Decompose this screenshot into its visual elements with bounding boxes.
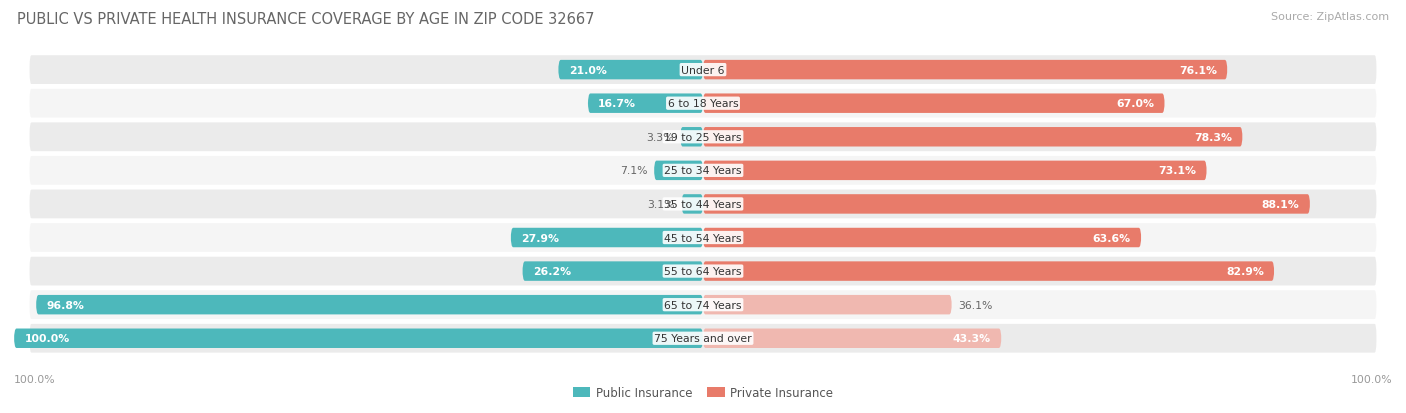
- Text: 35 to 44 Years: 35 to 44 Years: [664, 199, 742, 209]
- FancyBboxPatch shape: [703, 195, 1310, 214]
- Text: 16.7%: 16.7%: [599, 99, 637, 109]
- FancyBboxPatch shape: [28, 323, 1378, 354]
- Text: 75 Years and over: 75 Years and over: [654, 333, 752, 344]
- FancyBboxPatch shape: [14, 329, 703, 348]
- Text: 100.0%: 100.0%: [1350, 374, 1392, 384]
- FancyBboxPatch shape: [558, 61, 703, 80]
- FancyBboxPatch shape: [682, 195, 703, 214]
- FancyBboxPatch shape: [703, 61, 1227, 80]
- Text: 63.6%: 63.6%: [1092, 233, 1130, 243]
- FancyBboxPatch shape: [523, 262, 703, 281]
- FancyBboxPatch shape: [703, 329, 1001, 348]
- FancyBboxPatch shape: [703, 161, 1206, 180]
- FancyBboxPatch shape: [28, 222, 1378, 254]
- Text: 3.3%: 3.3%: [645, 133, 673, 142]
- Text: 26.2%: 26.2%: [533, 266, 571, 276]
- FancyBboxPatch shape: [654, 161, 703, 180]
- FancyBboxPatch shape: [588, 94, 703, 114]
- Text: 82.9%: 82.9%: [1226, 266, 1264, 276]
- FancyBboxPatch shape: [681, 128, 703, 147]
- Text: 100.0%: 100.0%: [14, 374, 56, 384]
- FancyBboxPatch shape: [703, 228, 1142, 248]
- Text: 65 to 74 Years: 65 to 74 Years: [664, 300, 742, 310]
- FancyBboxPatch shape: [703, 262, 1274, 281]
- FancyBboxPatch shape: [703, 128, 1243, 147]
- Text: 88.1%: 88.1%: [1261, 199, 1299, 209]
- Text: 100.0%: 100.0%: [24, 333, 70, 344]
- Text: 7.1%: 7.1%: [620, 166, 647, 176]
- FancyBboxPatch shape: [703, 94, 1164, 114]
- Text: 3.1%: 3.1%: [647, 199, 675, 209]
- Text: 36.1%: 36.1%: [959, 300, 993, 310]
- FancyBboxPatch shape: [28, 155, 1378, 187]
- FancyBboxPatch shape: [28, 188, 1378, 221]
- FancyBboxPatch shape: [703, 295, 952, 315]
- Legend: Public Insurance, Private Insurance: Public Insurance, Private Insurance: [568, 381, 838, 404]
- FancyBboxPatch shape: [28, 121, 1378, 154]
- Text: 19 to 25 Years: 19 to 25 Years: [664, 133, 742, 142]
- Text: PUBLIC VS PRIVATE HEALTH INSURANCE COVERAGE BY AGE IN ZIP CODE 32667: PUBLIC VS PRIVATE HEALTH INSURANCE COVER…: [17, 12, 595, 27]
- Text: Source: ZipAtlas.com: Source: ZipAtlas.com: [1271, 12, 1389, 22]
- Text: 78.3%: 78.3%: [1194, 133, 1232, 142]
- FancyBboxPatch shape: [28, 55, 1378, 86]
- Text: 73.1%: 73.1%: [1159, 166, 1197, 176]
- Text: 27.9%: 27.9%: [522, 233, 560, 243]
- FancyBboxPatch shape: [28, 88, 1378, 120]
- Text: 76.1%: 76.1%: [1180, 65, 1218, 76]
- Text: 43.3%: 43.3%: [953, 333, 991, 344]
- FancyBboxPatch shape: [37, 295, 703, 315]
- Text: 96.8%: 96.8%: [46, 300, 84, 310]
- Text: 6 to 18 Years: 6 to 18 Years: [668, 99, 738, 109]
- Text: 21.0%: 21.0%: [568, 65, 606, 76]
- Text: 67.0%: 67.0%: [1116, 99, 1154, 109]
- FancyBboxPatch shape: [510, 228, 703, 248]
- FancyBboxPatch shape: [28, 255, 1378, 287]
- Text: Under 6: Under 6: [682, 65, 724, 76]
- Text: 25 to 34 Years: 25 to 34 Years: [664, 166, 742, 176]
- Text: 45 to 54 Years: 45 to 54 Years: [664, 233, 742, 243]
- FancyBboxPatch shape: [28, 289, 1378, 321]
- Text: 55 to 64 Years: 55 to 64 Years: [664, 266, 742, 276]
